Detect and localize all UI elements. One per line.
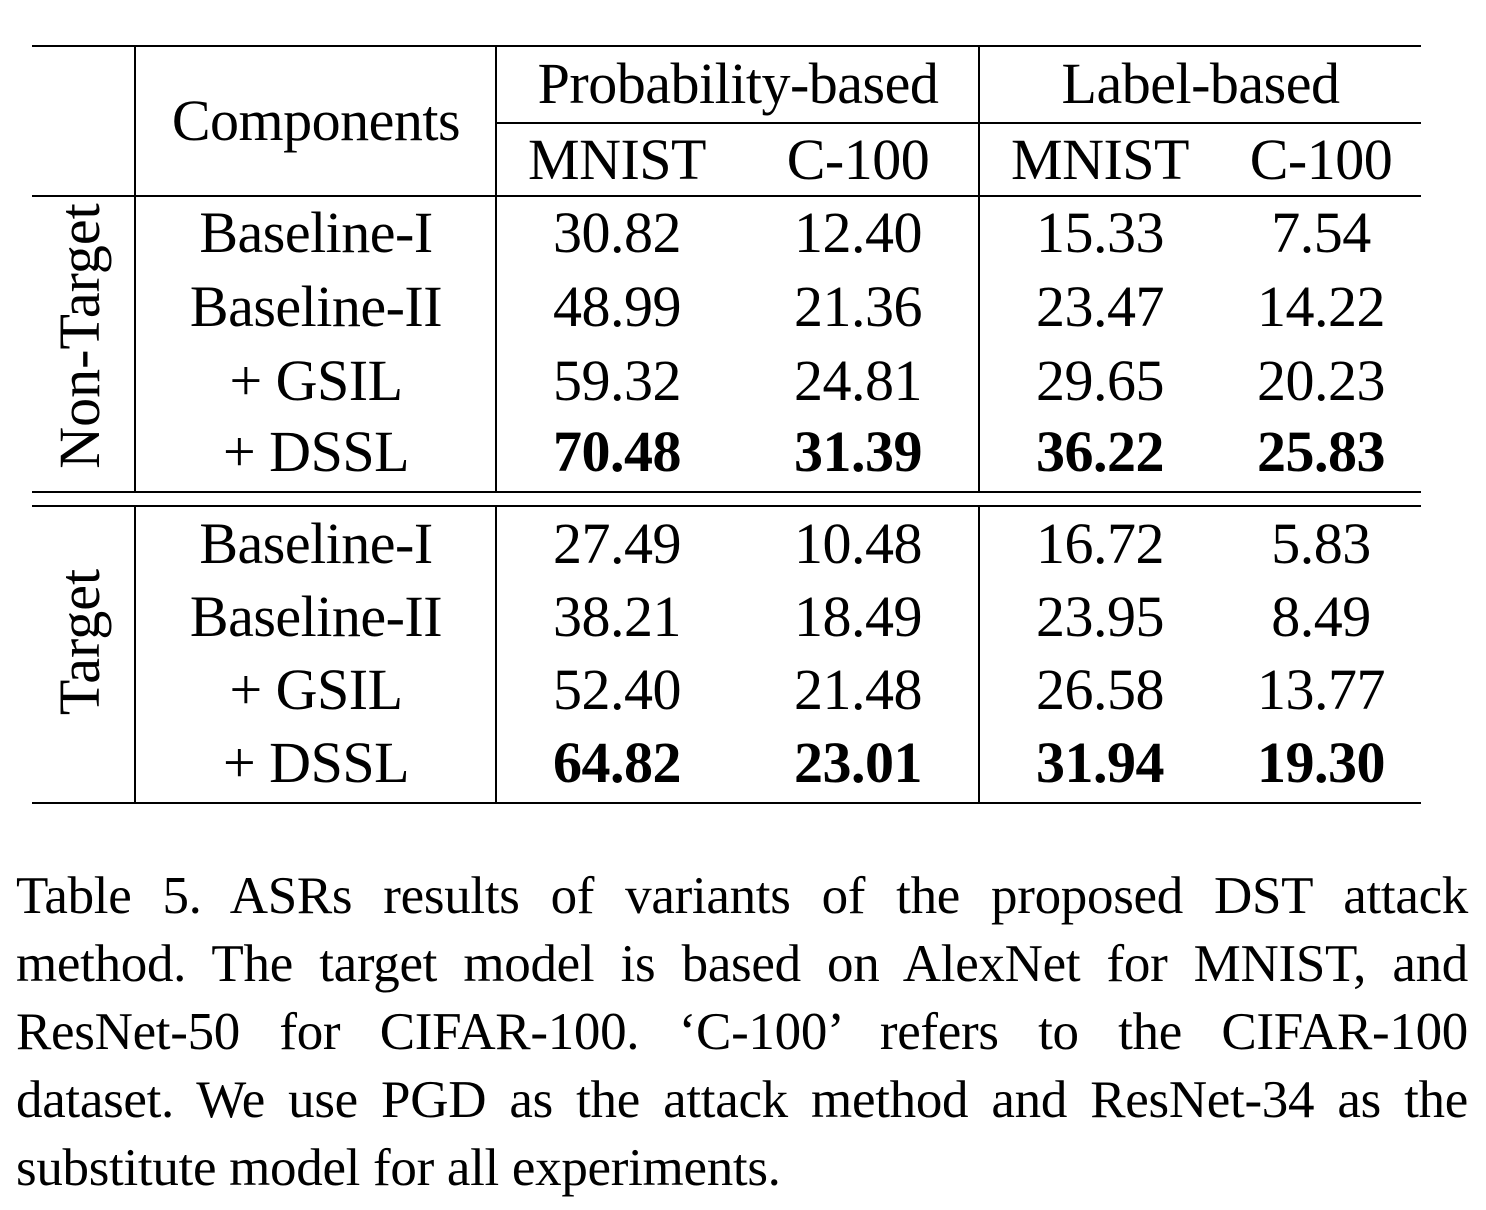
section-label-target: Target	[47, 568, 112, 716]
caption-line: substitute model for all experiments.	[16, 1139, 781, 1197]
value-cell: 12.40	[794, 200, 923, 265]
value-cell: 15.33	[1036, 200, 1165, 265]
group-header-probability: Probability-based	[537, 51, 939, 116]
value-cell: 29.65	[1036, 348, 1165, 413]
section-divider-rule-1	[32, 491, 1421, 493]
value-cell-best: 23.01	[794, 730, 923, 795]
value-cell: 20.23	[1257, 348, 1386, 413]
component-cell: Baseline-II	[189, 584, 443, 649]
value-cell: 26.58	[1036, 657, 1165, 722]
value-cell: 59.32	[553, 348, 682, 413]
value-cell: 21.48	[794, 657, 923, 722]
table-top-rule	[32, 45, 1421, 47]
value-cell: 18.49	[794, 584, 923, 649]
value-cell: 5.83	[1271, 511, 1371, 576]
value-cell: 7.54	[1271, 200, 1371, 265]
value-cell: 38.21	[553, 584, 682, 649]
value-cell: 52.40	[553, 657, 682, 722]
component-cell: Baseline-II	[189, 274, 443, 339]
value-cell-best: 25.83	[1257, 419, 1386, 484]
value-cell-best: 31.39	[794, 419, 923, 484]
caption-line: dataset. We use PGD as the attack method…	[16, 1071, 1468, 1129]
value-cell: 13.77	[1257, 657, 1386, 722]
table-bottom-rule	[32, 802, 1421, 804]
value-cell: 8.49	[1271, 584, 1371, 649]
section-label-non-target: Non-Target	[47, 203, 112, 469]
vertical-rule-groups	[978, 46, 980, 492]
value-cell: 14.22	[1257, 274, 1386, 339]
value-cell-best: 36.22	[1036, 419, 1165, 484]
component-cell: Baseline-I	[199, 511, 433, 576]
component-cell: Baseline-I	[199, 200, 433, 265]
section-divider-rule-2	[32, 505, 1421, 507]
column-header-label-c100: C-100	[1249, 127, 1393, 192]
value-cell-best: 31.94	[1036, 730, 1165, 795]
value-cell: 10.48	[794, 511, 923, 576]
value-cell-best: 64.82	[553, 730, 682, 795]
table-caption: Table 5. ASRs results of variants of the…	[16, 862, 1468, 1202]
component-cell: + DSSL	[222, 730, 410, 795]
component-cell: + DSSL	[222, 419, 410, 484]
value-cell: 27.49	[553, 511, 682, 576]
group-header-label: Label-based	[1061, 51, 1340, 116]
group-header-rule	[496, 122, 1421, 124]
value-cell-best: 19.30	[1257, 730, 1386, 795]
value-cell: 16.72	[1036, 511, 1165, 576]
components-header: Components	[171, 88, 461, 153]
value-cell: 24.81	[794, 348, 923, 413]
header-bottom-rule	[32, 195, 1421, 197]
component-cell: + GSIL	[229, 657, 403, 722]
vertical-rule-components	[495, 46, 497, 492]
value-cell-best: 70.48	[553, 419, 682, 484]
vertical-rule-section	[134, 506, 136, 803]
column-header-label-mnist: MNIST	[1011, 127, 1189, 192]
vertical-rule-groups	[978, 506, 980, 803]
column-header-prob-c100: C-100	[786, 127, 930, 192]
component-cell: + GSIL	[229, 348, 403, 413]
caption-line: method. The target model is based on Ale…	[16, 935, 1468, 993]
value-cell: 23.47	[1036, 274, 1165, 339]
value-cell: 23.95	[1036, 584, 1165, 649]
vertical-rule-components	[495, 506, 497, 803]
caption-line: ResNet-50 for CIFAR-100. ‘C-100’ refers …	[16, 1003, 1468, 1061]
value-cell: 21.36	[794, 274, 923, 339]
column-header-prob-mnist: MNIST	[528, 127, 706, 192]
vertical-rule-section	[134, 46, 136, 492]
value-cell: 30.82	[553, 200, 682, 265]
caption-line: Table 5. ASRs results of variants of the…	[16, 867, 1468, 925]
value-cell: 48.99	[553, 274, 682, 339]
